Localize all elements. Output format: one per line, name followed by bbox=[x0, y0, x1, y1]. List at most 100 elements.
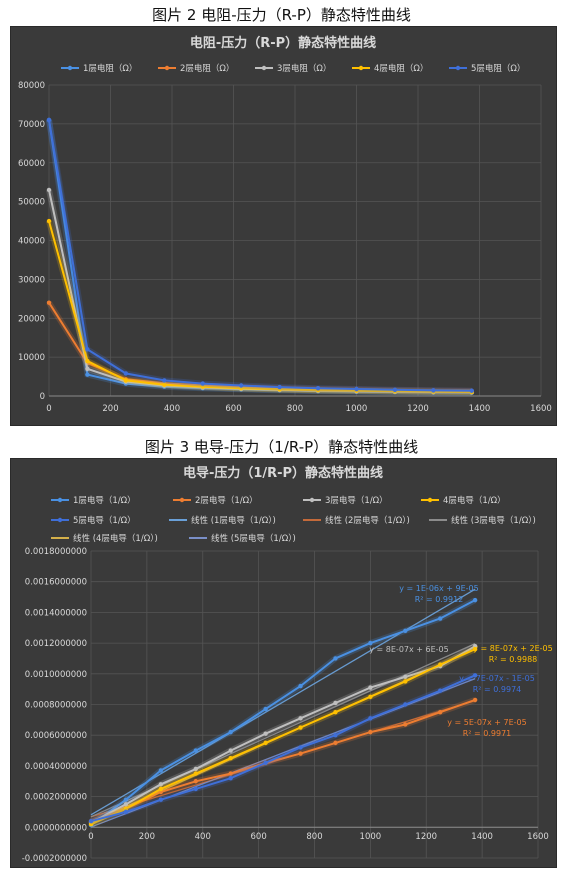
data-point bbox=[333, 700, 338, 706]
data-point bbox=[403, 674, 408, 680]
figure-caption-conductance: 图片 3 电导-压力（1/R-P）静态特性曲线 bbox=[144, 438, 419, 456]
y-tick-label: 50000 bbox=[18, 198, 45, 208]
data-point bbox=[333, 733, 338, 738]
data-point bbox=[85, 347, 90, 352]
y-tick-label: 60000 bbox=[18, 159, 45, 169]
legend-marker bbox=[164, 65, 170, 71]
y-tick-label: 0 bbox=[40, 392, 45, 402]
legend-marker bbox=[57, 497, 63, 503]
data-point bbox=[123, 802, 129, 807]
data-point bbox=[88, 822, 94, 827]
data-point bbox=[200, 384, 205, 389]
data-point bbox=[123, 806, 129, 812]
x-tick-label: 1000 bbox=[346, 404, 368, 414]
data-point bbox=[158, 786, 164, 792]
series-line-2 bbox=[90, 698, 476, 823]
data-point bbox=[277, 384, 282, 390]
series-line-1 bbox=[90, 599, 476, 827]
data-point bbox=[85, 358, 90, 364]
data-point bbox=[438, 662, 443, 667]
data-point bbox=[431, 388, 436, 393]
legend-entry: 线性 (2层电导（1/Ω）) bbox=[325, 515, 410, 526]
data-point bbox=[315, 386, 321, 391]
data-point bbox=[193, 771, 198, 776]
trendline-1 bbox=[90, 588, 476, 816]
data-point bbox=[403, 679, 408, 684]
data-point bbox=[333, 709, 338, 715]
data-point bbox=[472, 597, 478, 603]
legend-marker bbox=[179, 497, 185, 503]
data-point bbox=[368, 640, 373, 646]
x-tick-label: 1400 bbox=[469, 404, 491, 414]
data-point bbox=[158, 789, 164, 795]
legend-entry: 3层电导（1/Ω） bbox=[325, 495, 388, 506]
data-point bbox=[333, 740, 338, 746]
data-point bbox=[438, 709, 443, 715]
y-tick-label: 0.0000000000 bbox=[25, 823, 87, 833]
data-point bbox=[193, 779, 198, 784]
data-point bbox=[228, 748, 233, 753]
data-point bbox=[158, 797, 164, 802]
data-point bbox=[333, 656, 338, 661]
data-point bbox=[162, 382, 167, 387]
x-tick-label: 800 bbox=[287, 404, 303, 414]
x-tick-label: 1600 bbox=[530, 404, 552, 414]
y-tick-label: 80000 bbox=[18, 81, 45, 91]
data-point bbox=[85, 372, 90, 377]
data-point bbox=[46, 117, 52, 123]
trendline-equation: y = 8E-07x + 2E-05 bbox=[473, 644, 552, 653]
trendline-r2: R² = 0.9971 bbox=[463, 729, 512, 738]
conductance-chart-svg: 电导-压力（1/R-P）静态特性曲线 -0.0002000000 0.0000000… bbox=[22, 465, 553, 864]
data-point bbox=[158, 768, 164, 773]
y-tick-label: 30000 bbox=[18, 275, 45, 285]
series-line-1 bbox=[48, 119, 472, 394]
y-tick-label: 0.0018000000 bbox=[25, 547, 87, 557]
x-tick-label: 400 bbox=[195, 832, 211, 842]
data-point bbox=[123, 809, 129, 815]
data-point bbox=[354, 386, 359, 392]
legend-entry: 2层电导（1/Ω） bbox=[195, 495, 258, 506]
data-point bbox=[85, 366, 90, 371]
series-glow-1 bbox=[46, 119, 472, 396]
data-point bbox=[438, 688, 443, 693]
data-point bbox=[228, 771, 233, 776]
data-point bbox=[298, 751, 303, 756]
data-point bbox=[368, 729, 373, 735]
x-tick-label: 200 bbox=[139, 832, 155, 842]
y-tick-label: 40000 bbox=[18, 237, 45, 247]
y-tick-label: 0.0002000000 bbox=[25, 793, 87, 803]
figure-caption-resistance: 图片 2 电阻-压力（R-P）静态特性曲线 bbox=[152, 6, 411, 24]
x-tick-label: 0 bbox=[46, 404, 51, 414]
legend-marker bbox=[358, 65, 364, 71]
x-tick-label: 1200 bbox=[407, 404, 429, 414]
data-point bbox=[472, 673, 478, 678]
legend-entry: 线性 (4层电导（1/Ω）) bbox=[73, 533, 158, 544]
legend-entry: 1层电阻（Ω） bbox=[83, 63, 137, 74]
legend-entry: 5层电阻（Ω） bbox=[471, 63, 525, 74]
legend-entry: 5层电导（1/Ω） bbox=[73, 515, 136, 526]
trendline-r2: R² = 0.9974 bbox=[473, 685, 522, 694]
resistance-chart-svg: 电阻-压力（R-P）静态特性曲线010000200003000040000500… bbox=[18, 35, 552, 414]
chart-title: 电导-压力（1/R-P）静态特性曲线 bbox=[183, 465, 383, 481]
data-point bbox=[193, 786, 198, 792]
y-tick-label: 0.0010000000 bbox=[25, 670, 87, 680]
x-tick-label: 600 bbox=[225, 404, 241, 414]
data-point bbox=[298, 683, 303, 689]
resistance-chart: 电阻-压力（R-P）静态特性曲线 0 10000 20000 30000 40000 500… bbox=[10, 26, 557, 426]
x-tick-label: 800 bbox=[306, 832, 322, 842]
data-point bbox=[263, 740, 268, 746]
data-point bbox=[298, 716, 303, 721]
data-point bbox=[123, 797, 129, 802]
data-point bbox=[403, 628, 408, 634]
y-tick-label: 10000 bbox=[18, 353, 45, 363]
y-tick-label: 0.0008000000 bbox=[25, 701, 87, 711]
legend-entry: 2层电阻（Ω） bbox=[180, 63, 234, 74]
x-tick-label: 0 bbox=[88, 832, 93, 842]
data-point bbox=[193, 748, 198, 753]
x-tick-label: 1000 bbox=[360, 832, 382, 842]
legend-marker bbox=[455, 65, 461, 71]
trendline-equation: y = 8E-07x + 6E-05 bbox=[369, 645, 448, 654]
legend-entry: 线性 (5层电导（1/Ω）) bbox=[211, 533, 296, 544]
series-line-4 bbox=[90, 648, 476, 826]
data-point bbox=[263, 706, 268, 712]
